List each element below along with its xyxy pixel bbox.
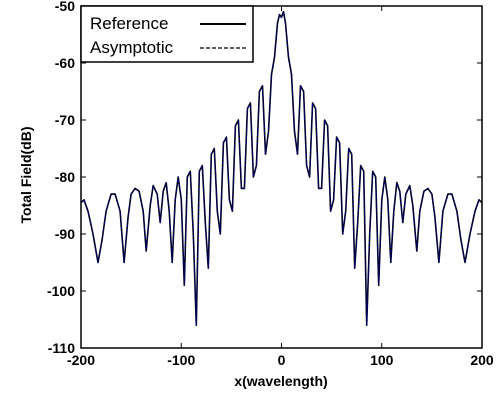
y-tick-label: -80 (55, 169, 75, 185)
y-axis-title: Total Field(dB) (18, 127, 34, 224)
y-tick-label: -100 (47, 283, 75, 299)
tick-labels: -200 -100 0 100 200 -50 -60 -70 -80 -90 -100 -110 (47, 0, 494, 368)
x-tick-label: -200 (67, 352, 95, 368)
x-tick-label: 0 (278, 352, 286, 368)
x-tick-label: 200 (470, 352, 494, 368)
plot-lines (80, 10, 483, 326)
legend-label-asymptotic: Asymptotic (90, 38, 174, 57)
legend: Reference Asymptotic (80, 5, 254, 63)
y-tick-label: -50 (55, 0, 75, 14)
x-tick-label: 100 (370, 352, 394, 368)
y-tick-label: -110 (48, 340, 75, 356)
x-tick-label: -100 (167, 352, 195, 368)
legend-box (80, 5, 254, 63)
series-line-asymptotic (80, 11, 483, 326)
y-tick-label: -70 (55, 112, 75, 128)
y-tick-label: -60 (55, 55, 75, 71)
legend-label-reference: Reference (90, 14, 168, 33)
y-tick-label: -90 (55, 226, 75, 242)
x-axis-title: x(wavelength) (234, 373, 327, 389)
